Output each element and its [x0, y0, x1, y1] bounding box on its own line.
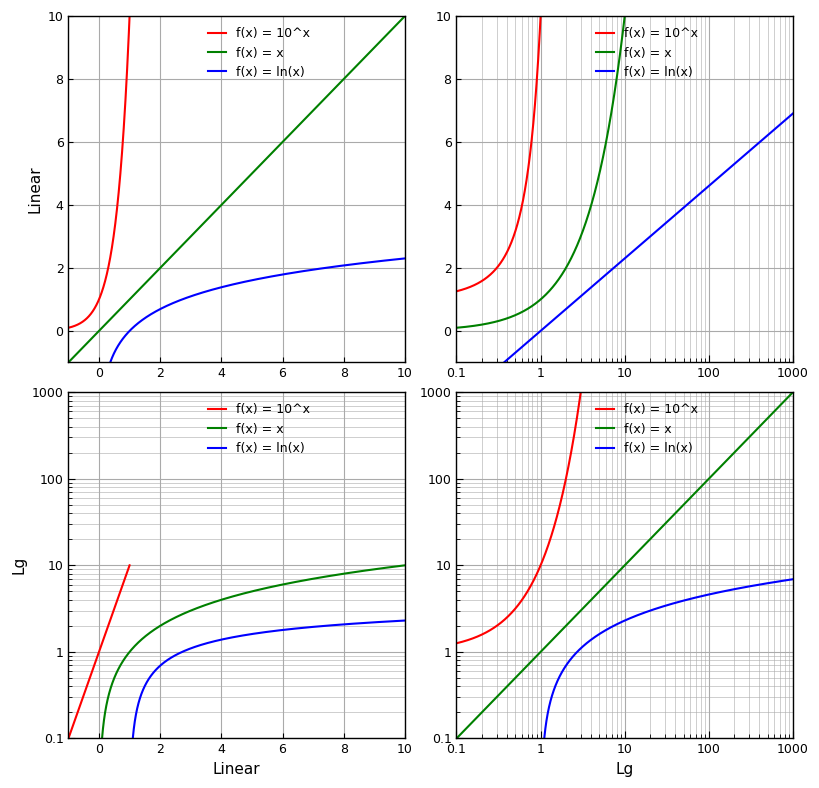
- Y-axis label: Lg: Lg: [11, 556, 26, 574]
- Legend: f(x) = 10^x, f(x) = x, f(x) = ln(x): f(x) = 10^x, f(x) = x, f(x) = ln(x): [202, 399, 314, 460]
- Legend: f(x) = 10^x, f(x) = x, f(x) = ln(x): f(x) = 10^x, f(x) = x, f(x) = ln(x): [202, 22, 314, 84]
- Y-axis label: Linear: Linear: [27, 165, 42, 213]
- X-axis label: Lg: Lg: [615, 762, 633, 777]
- Legend: f(x) = 10^x, f(x) = x, f(x) = ln(x): f(x) = 10^x, f(x) = x, f(x) = ln(x): [590, 22, 703, 84]
- X-axis label: Linear: Linear: [213, 762, 260, 777]
- Legend: f(x) = 10^x, f(x) = x, f(x) = ln(x): f(x) = 10^x, f(x) = x, f(x) = ln(x): [590, 399, 703, 460]
